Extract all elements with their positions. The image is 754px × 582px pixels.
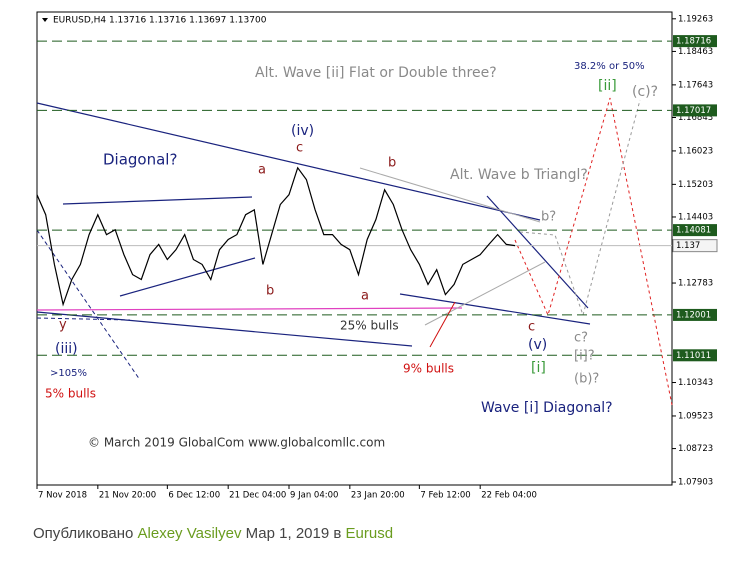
footer-prefix: Опубликовано bbox=[33, 525, 134, 542]
y-tick-label: 1.10343 bbox=[678, 378, 713, 388]
last-price-label: 1.137 bbox=[676, 241, 700, 251]
trend-line bbox=[36, 311, 413, 347]
plot-frame bbox=[36, 11, 673, 486]
x-tick-label: 9 Jan 04:00 bbox=[290, 491, 338, 501]
annotation: [i]? bbox=[574, 349, 595, 364]
annotation: (c)? bbox=[632, 84, 658, 100]
y-tick-label: 1.17643 bbox=[678, 80, 713, 90]
annotation: a bbox=[258, 163, 266, 178]
last-price-box bbox=[672, 239, 718, 253]
y-tick-label: 1.14403 bbox=[678, 212, 713, 222]
trend-line bbox=[36, 102, 541, 221]
footer-date: Мар 1, 2019 в bbox=[245, 525, 342, 542]
annotation: 25% bulls bbox=[340, 319, 399, 333]
annotation: c bbox=[528, 320, 535, 335]
annotation: c? bbox=[574, 331, 588, 346]
annotation: 9% bulls bbox=[403, 362, 454, 376]
annotation: b? bbox=[541, 210, 556, 225]
annotation: (iii) bbox=[55, 341, 78, 357]
annotation: c bbox=[296, 141, 303, 156]
trend-line bbox=[119, 257, 256, 297]
annotation: (v) bbox=[528, 337, 547, 353]
annotation: b bbox=[266, 284, 274, 299]
annotation: 38.2% or 50% bbox=[574, 61, 645, 72]
y-tick-label: 1.19263 bbox=[678, 14, 713, 24]
level-label: 1.14081 bbox=[676, 226, 711, 236]
y-tick-label: 1.18463 bbox=[678, 47, 713, 57]
level-label: 1.11011 bbox=[676, 351, 711, 361]
arrow-line bbox=[429, 301, 456, 348]
annotation: (iv) bbox=[291, 123, 314, 139]
x-tick-label: 22 Feb 04:00 bbox=[481, 491, 537, 501]
level-label: 1.18716 bbox=[676, 37, 711, 47]
level-box bbox=[673, 104, 717, 117]
annotation: Alt. Wave b Triangl? bbox=[450, 167, 588, 183]
chart: EURUSD,H4 1.13716 1.13716 1.13697 1.1370… bbox=[36, 11, 718, 501]
annotation: y bbox=[59, 318, 67, 333]
projection bbox=[514, 97, 673, 406]
y-tick-label: 1.12783 bbox=[678, 279, 713, 289]
annotation: © March 2019 GlobalCom www.globalcomllc.… bbox=[88, 436, 385, 450]
level-box bbox=[673, 224, 717, 237]
trend-line bbox=[36, 317, 131, 321]
y-tick-label: 1.16023 bbox=[678, 146, 713, 156]
trend-line bbox=[62, 196, 253, 205]
menu-arrow bbox=[42, 18, 48, 22]
annotation: >105% bbox=[50, 368, 87, 379]
annotation: [i] bbox=[531, 360, 546, 376]
x-tick-label: 7 Feb 12:00 bbox=[420, 491, 470, 501]
annotation: Alt. Wave [ii] Flat or Double three? bbox=[255, 65, 497, 81]
annotation: 5% bulls bbox=[45, 387, 96, 401]
annotation: a bbox=[361, 289, 369, 304]
y-tick-label: 1.09523 bbox=[678, 411, 713, 421]
annotation: (b)? bbox=[574, 372, 599, 387]
trend-line bbox=[36, 229, 141, 381]
symbol-link[interactable]: Eurusd bbox=[345, 525, 394, 542]
x-tick-label: 6 Dec 12:00 bbox=[168, 491, 220, 501]
annotation: b bbox=[388, 156, 396, 171]
x-tick-label: 23 Jan 20:00 bbox=[351, 491, 405, 501]
x-tick-label: 7 Nov 2018 bbox=[38, 491, 87, 501]
price-line bbox=[36, 166, 516, 307]
level-label: 1.17017 bbox=[676, 106, 711, 116]
level-box bbox=[673, 349, 717, 362]
x-tick-label: 21 Nov 20:00 bbox=[99, 491, 156, 501]
chart-title: EURUSD,H4 1.13716 1.13716 1.13697 1.1370… bbox=[53, 16, 267, 26]
y-tick-label: 1.07903 bbox=[678, 478, 713, 488]
trend-line bbox=[359, 167, 541, 223]
trend-line bbox=[399, 293, 591, 325]
trend-line bbox=[36, 307, 463, 311]
footer: Опубликовано Alexey Vasilyev Мар 1, 2019… bbox=[33, 525, 393, 542]
annotation: [ii] bbox=[598, 78, 617, 94]
author-link[interactable]: Alexey Vasilyev bbox=[137, 525, 242, 542]
annotation: Wave [i] Diagonal? bbox=[481, 400, 613, 416]
y-tick-label: 1.15203 bbox=[678, 180, 713, 190]
y-tick-label: 1.08723 bbox=[678, 444, 713, 454]
annotation: Diagonal? bbox=[103, 151, 177, 169]
level-box bbox=[673, 35, 717, 48]
level-label: 1.12001 bbox=[676, 310, 711, 320]
x-tick-label: 21 Dec 04:00 bbox=[229, 491, 286, 501]
level-box bbox=[673, 308, 717, 321]
y-tick-label: 1.16843 bbox=[678, 113, 713, 123]
trend-line bbox=[486, 195, 589, 309]
